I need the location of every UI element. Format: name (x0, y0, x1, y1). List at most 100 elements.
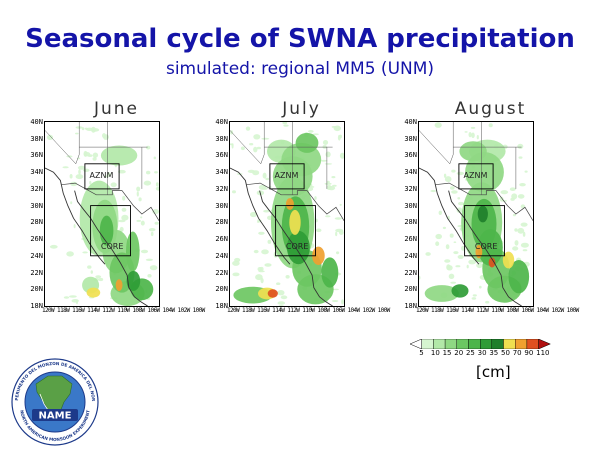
colorbar-tick-label: 50 (501, 349, 510, 357)
lat-tick-label: 32N (404, 184, 417, 193)
precip-speck (261, 249, 269, 255)
precip-speck (87, 265, 92, 269)
precip-speck (476, 262, 483, 269)
colorbar-swatch (456, 339, 469, 349)
state-border (419, 130, 450, 164)
precip-speck (451, 190, 458, 194)
precip-speck (258, 231, 265, 235)
aznm-label: AZNM (275, 171, 299, 180)
precip-speck (435, 233, 442, 240)
precip-speck (450, 281, 457, 284)
precip-speck (261, 137, 270, 140)
state-border (75, 122, 80, 164)
precip-speck (419, 275, 421, 280)
precip-speck (75, 174, 84, 180)
precip-speck (62, 166, 69, 169)
precip-speck (470, 126, 476, 129)
precip-speck (258, 270, 265, 273)
precip-colorbar (410, 339, 551, 349)
precip-speck (334, 217, 343, 220)
page-title: Seasonal cycle of SWNA precipitation (25, 24, 575, 54)
precip-speck (464, 131, 468, 133)
precip-speck (468, 259, 477, 265)
precip-speck (514, 228, 518, 232)
precip-speck (333, 288, 339, 291)
state-border (449, 122, 454, 164)
state-border (230, 130, 261, 164)
state-border (45, 130, 76, 164)
lat-tick-label: 36N (30, 151, 43, 160)
lat-tick-label: 20N (404, 285, 417, 294)
precip-speck (341, 299, 344, 305)
precip-speck (121, 207, 127, 212)
precip-speck (249, 143, 254, 146)
precip-speck (89, 180, 92, 185)
precip-cell (488, 257, 496, 268)
lat-tick-label: 24N (30, 251, 43, 260)
precip-speck (63, 296, 70, 299)
precip-speck (140, 220, 145, 226)
precip-speck (325, 151, 331, 158)
lat-tick-label: 28N (30, 218, 43, 227)
coastline (74, 190, 148, 306)
lat-tick-label: 28N (215, 218, 228, 227)
precip-speck (312, 133, 319, 136)
precip-speck (327, 186, 336, 191)
aznm-region-box (458, 163, 494, 190)
precip-speck (78, 126, 81, 129)
precip-speck (438, 210, 442, 215)
precip-speck (442, 226, 446, 230)
precip-speck (449, 233, 454, 238)
precip-speck (247, 169, 256, 173)
precip-speck (519, 183, 526, 187)
precip-speck (146, 170, 151, 175)
precip-speck (256, 221, 260, 223)
map-panel-june: June 40N 38N 36N 34N 32N 30N 28N 26N 24N 22N 20N 18N… (24, 99, 205, 317)
precip-speck (325, 215, 331, 218)
precip-speck (457, 197, 461, 200)
precip-speck (49, 244, 58, 249)
precip-speck (324, 182, 332, 185)
lat-tick-label: 32N (30, 184, 43, 193)
colorbar-arrow-left (410, 339, 422, 349)
precip-speck (92, 152, 99, 158)
precip-speck (232, 190, 236, 194)
precip-speck (276, 282, 281, 285)
colorbar-tick-label: 70 (512, 349, 522, 357)
precip-cell (451, 284, 469, 298)
precip-speck (322, 140, 329, 145)
precip-speck (336, 251, 340, 255)
precip-cell (475, 244, 483, 259)
precip-speck (331, 300, 339, 302)
colorbar-tick-label: 10 (430, 349, 440, 357)
precip-speck (324, 163, 333, 165)
precip-speck (520, 204, 526, 209)
lat-tick-label: 36N (215, 151, 228, 160)
state-border (515, 146, 522, 189)
month-title: July (282, 99, 321, 119)
precip-speck (259, 266, 264, 272)
lat-tick-label: 30N (404, 201, 417, 210)
colorbar-arrow-right (538, 339, 551, 349)
precip-speck (92, 157, 97, 161)
colorbar-swatch (433, 339, 446, 349)
precip-speck (425, 252, 431, 256)
lat-tick-label: 40N (215, 118, 228, 126)
precip-speck (70, 181, 78, 187)
colorbar-swatch (503, 339, 516, 349)
precip-speck (451, 169, 456, 173)
precip-speck (267, 239, 272, 244)
precip-speck (121, 214, 129, 221)
lat-tick-label: 24N (404, 251, 417, 260)
colorbar-swatch (444, 339, 457, 349)
lat-tick-label: 20N (30, 285, 43, 294)
precip-speck (277, 301, 286, 305)
aznm-region-box (84, 163, 120, 190)
colorbar-swatch (468, 339, 481, 349)
colorbar-swatch (479, 339, 493, 349)
precip-cell (126, 231, 140, 272)
precip-map: AZNM CORE (230, 122, 344, 306)
lon-tick-labels: 120W 118W 116W 114W 112W 110W 108W 106W … (416, 307, 579, 314)
precip-speck (476, 135, 479, 140)
precip-cell (126, 270, 141, 291)
